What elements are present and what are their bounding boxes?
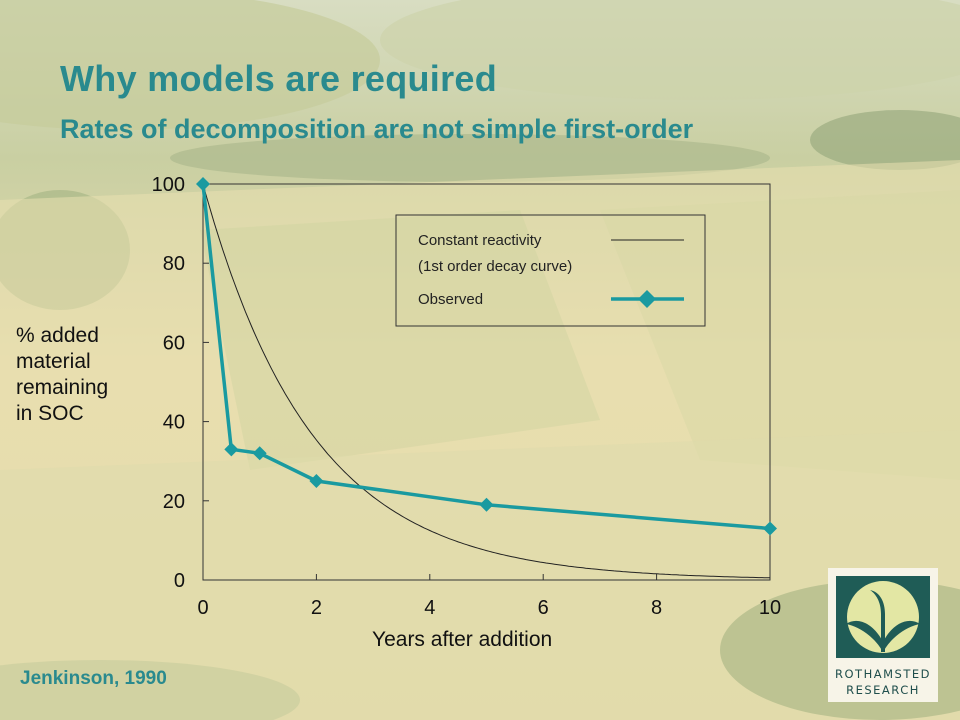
y-tick-label: 60 <box>163 332 185 354</box>
y-axis-label-line: material <box>16 350 91 373</box>
x-tick-label: 8 <box>651 597 662 619</box>
observed-point <box>479 497 494 512</box>
legend-box <box>395 214 706 327</box>
slide-title: Why models are required <box>60 58 498 99</box>
rothamsted-logo: ROTHAMSTED RESEARCH <box>828 568 938 702</box>
observed-point <box>196 177 210 191</box>
x-tick-label: 2 <box>311 597 322 619</box>
y-tick-label: 80 <box>163 253 185 275</box>
y-axis-label-line: remaining <box>16 376 109 399</box>
observed-point <box>309 474 324 488</box>
x-tick-label: 4 <box>424 597 435 619</box>
slide-subtitle: Rates of decomposition are not simple fi… <box>60 114 694 144</box>
y-tick-label: 0 <box>174 570 185 592</box>
observed-point <box>763 521 777 536</box>
x-tick-label: 10 <box>759 597 781 619</box>
legend-constant-label: Constant reactivity <box>418 232 542 249</box>
legend-observed-label: Observed <box>418 291 483 308</box>
x-tick-label: 6 <box>538 597 549 619</box>
y-axis-label-line: in SOC <box>16 402 84 425</box>
series-line-observed <box>201 183 771 531</box>
x-tick-label: 0 <box>197 597 208 619</box>
y-axis-label: % added material remaining in SOC <box>16 323 146 427</box>
y-tick-label: 100 <box>152 174 185 196</box>
legend-observed-marker <box>638 290 656 308</box>
y-tick-label: 40 <box>163 412 185 434</box>
series-line-constant-reactivity <box>202 183 770 579</box>
observed-point <box>224 442 239 457</box>
y-tick-label: 20 <box>163 491 185 513</box>
legend-constant-label-sub: (1st order decay curve) <box>418 258 572 275</box>
logo-wordmark-line1: ROTHAMSTED <box>835 667 931 681</box>
citation: Jenkinson, 1990 <box>20 668 167 689</box>
y-axis-label-line: % added <box>16 324 99 347</box>
logo-wordmark-line2: RESEARCH <box>846 683 920 697</box>
observed-point <box>252 446 267 461</box>
plot-area <box>202 183 771 581</box>
x-axis-label: Years after addition <box>372 628 553 651</box>
